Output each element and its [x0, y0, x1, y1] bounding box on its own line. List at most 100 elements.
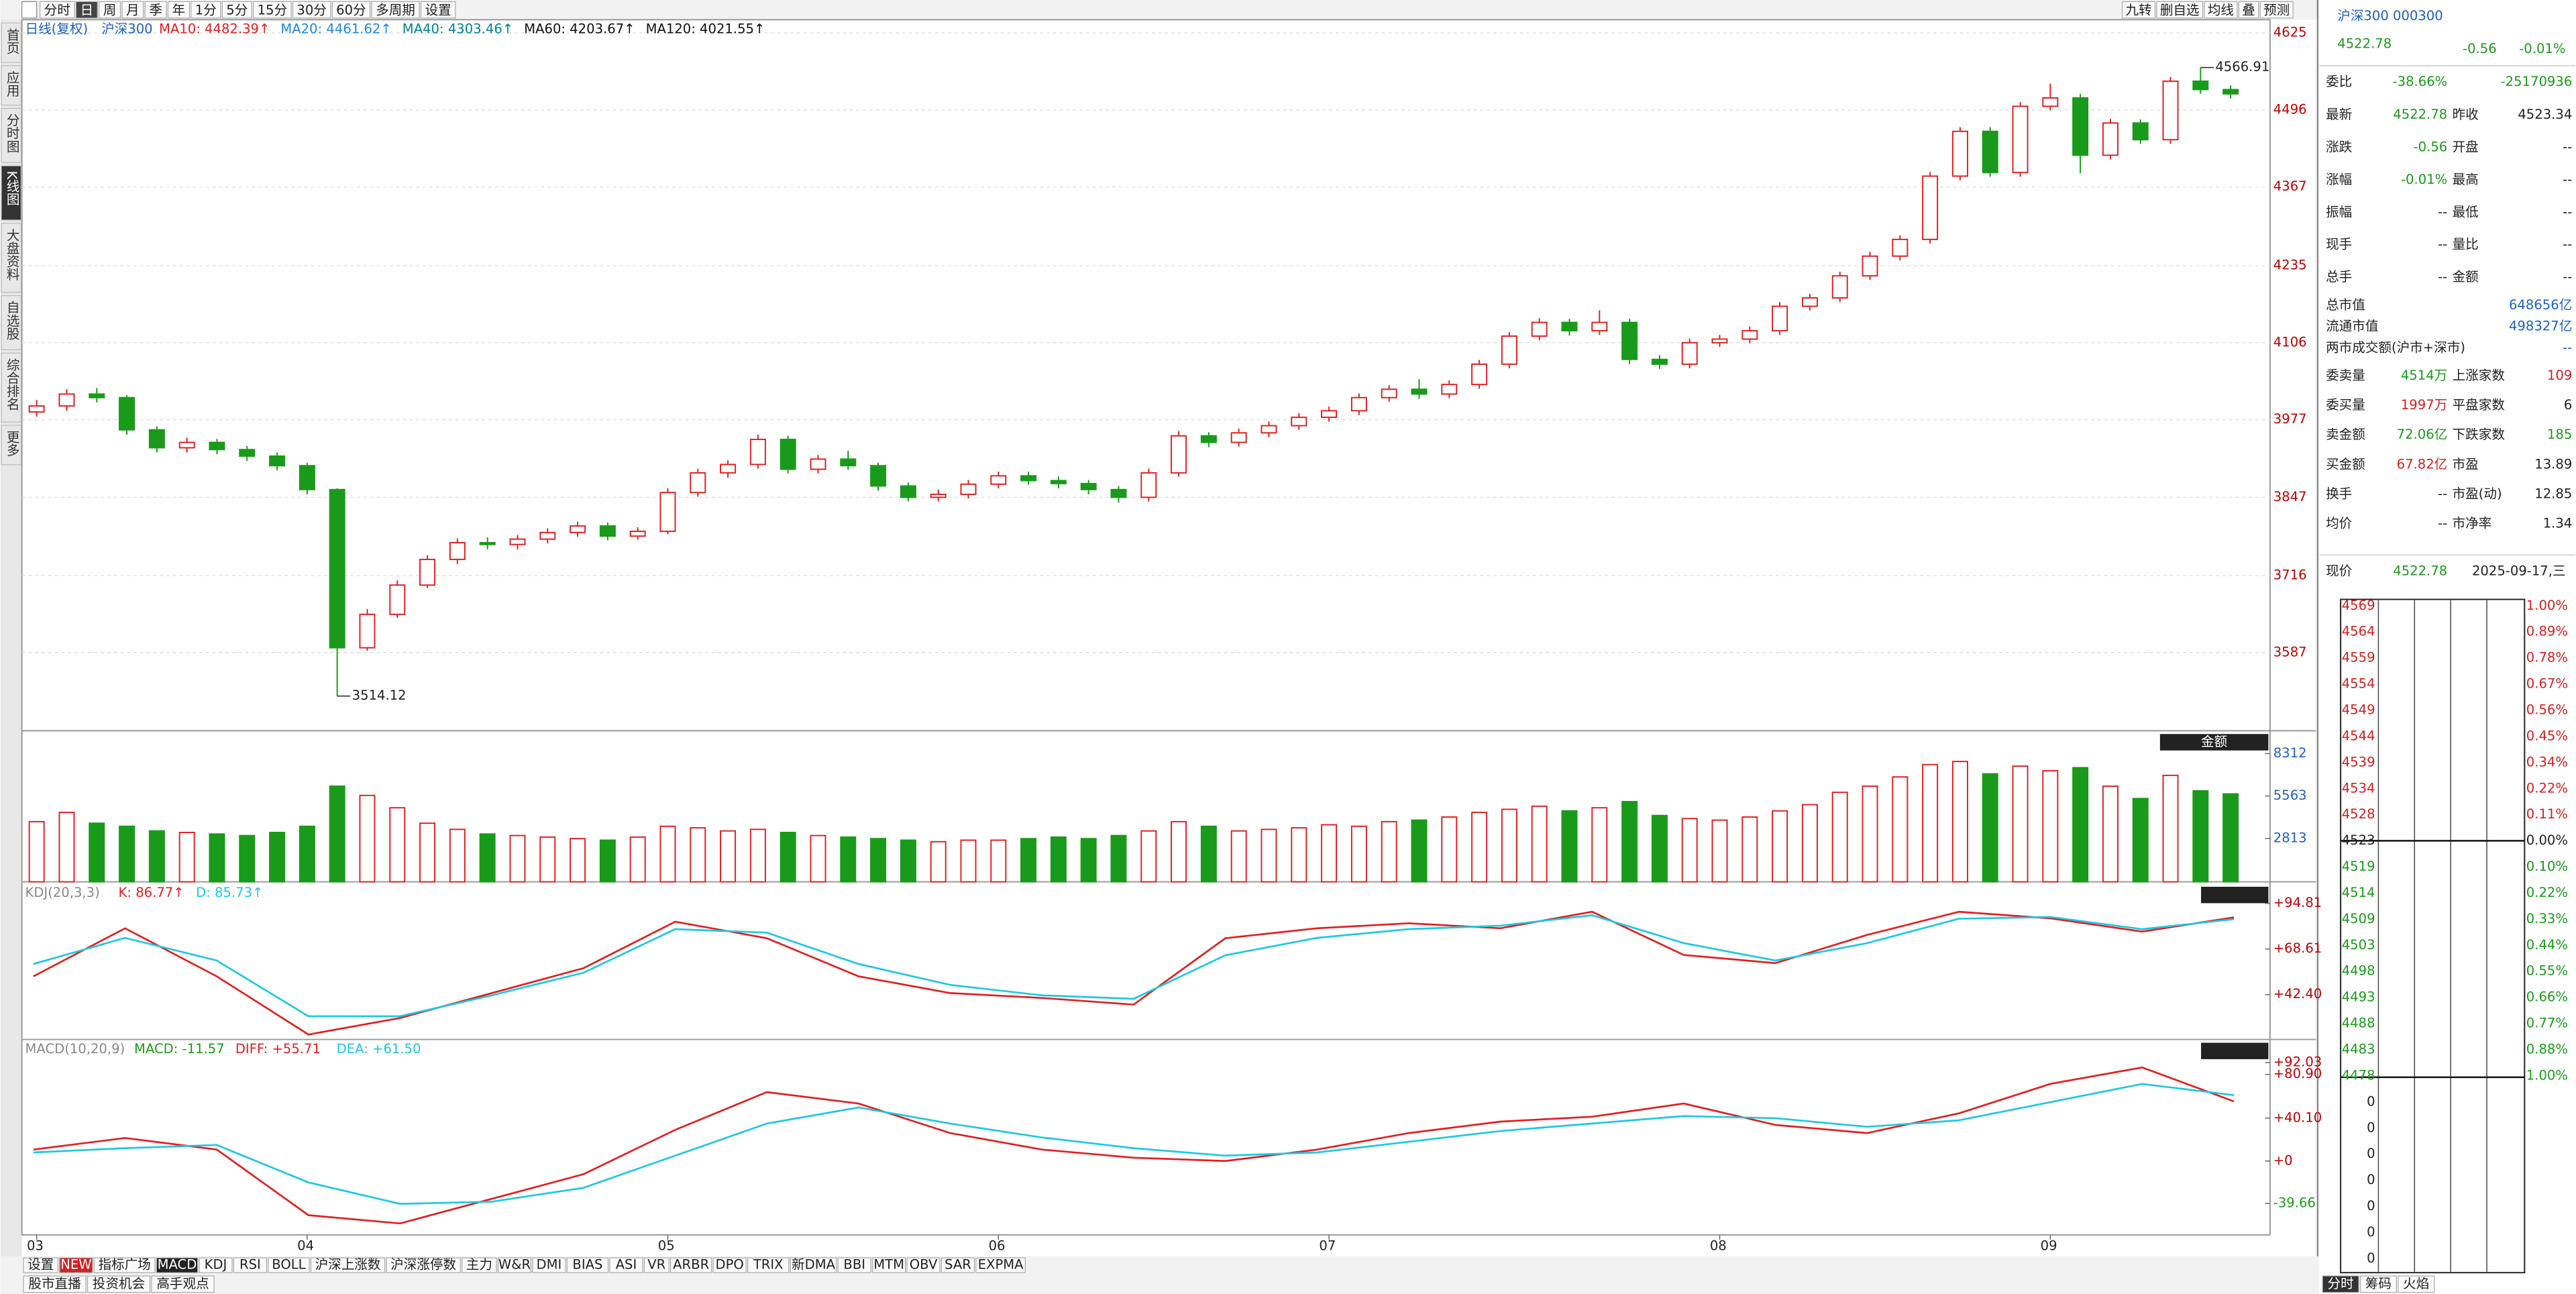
- toolbar-tab[interactable]: [2156, 1, 2204, 19]
- bottom-link[interactable]: [23, 1275, 87, 1293]
- indicator-tab[interactable]: [790, 1257, 837, 1273]
- indicator-tab[interactable]: [233, 1257, 267, 1273]
- indicator-tab[interactable]: [975, 1257, 1026, 1273]
- indicator-tab-label[interactable]: 沪深涨停数: [390, 1257, 456, 1273]
- toolbar-tab-label[interactable]: 日: [80, 2, 94, 17]
- toolbar-tab[interactable]: [167, 1, 190, 19]
- indicator-tab-label[interactable]: SAR: [945, 1257, 971, 1273]
- indicator-tab[interactable]: [462, 1257, 497, 1273]
- bottom-link-label[interactable]: 股市直播: [28, 1276, 81, 1291]
- indicator-tab[interactable]: [386, 1257, 461, 1273]
- toolbar-tab[interactable]: [2238, 1, 2259, 19]
- sidebar-tab-label[interactable]: 综合排名: [4, 358, 19, 411]
- indicator-tab-label[interactable]: NEW: [60, 1257, 91, 1273]
- sidebar-tab[interactable]: [1, 165, 22, 221]
- indicator-tab-label[interactable]: EXPMA: [978, 1257, 1024, 1273]
- toolbar-tab-label[interactable]: 周: [103, 2, 117, 17]
- toolbar-tab-label[interactable]: 九转: [2125, 2, 2151, 17]
- panel-tab[interactable]: [2398, 1275, 2435, 1293]
- indicator-tab-label[interactable]: DMI: [537, 1257, 562, 1273]
- toolbar-tab-label[interactable]: 5分: [226, 2, 248, 17]
- toolbar-tab[interactable]: [2121, 1, 2156, 19]
- indicator-tab[interactable]: [59, 1257, 93, 1273]
- toolbar-tab-label[interactable]: 15分: [258, 2, 288, 17]
- toolbar-tab[interactable]: [39, 1, 75, 19]
- sidebar-tab[interactable]: [1, 223, 22, 293]
- toolbar-tab-label[interactable]: 均线: [2208, 2, 2234, 17]
- indicator-tab-label[interactable]: 沪深上涨数: [315, 1257, 381, 1273]
- indicator-tab[interactable]: [669, 1257, 712, 1273]
- panel-tab[interactable]: [2322, 1275, 2359, 1293]
- toolbar-tab[interactable]: [292, 1, 331, 19]
- indicator-tab-label[interactable]: VR: [647, 1257, 665, 1273]
- panel-tab-label[interactable]: 火焰: [2403, 1276, 2429, 1291]
- indicator-tab-label[interactable]: 指标广场: [98, 1257, 150, 1273]
- toolbar-tab-label[interactable]: 设置: [425, 2, 451, 17]
- indicator-tab[interactable]: [532, 1257, 566, 1273]
- panel-tab[interactable]: [2359, 1275, 2397, 1293]
- indicator-tab-label[interactable]: 主力: [466, 1257, 492, 1273]
- toolbar-tab[interactable]: [121, 1, 144, 19]
- toolbar-tab-label[interactable]: 60分: [336, 2, 366, 17]
- toolbar-tab[interactable]: [75, 1, 98, 19]
- indicator-tab[interactable]: [747, 1257, 790, 1273]
- toolbar-tab-label[interactable]: 分时: [44, 2, 70, 17]
- toolbar-tab[interactable]: [2204, 1, 2238, 19]
- indicator-tab[interactable]: [566, 1257, 609, 1273]
- indicator-tab[interactable]: [268, 1257, 310, 1273]
- indicator-tab-label[interactable]: ASI: [616, 1257, 637, 1273]
- sidebar-tab[interactable]: [1, 65, 22, 106]
- panel-tab-label[interactable]: 筹码: [2365, 1276, 2392, 1291]
- toolbar-tab-label[interactable]: 季: [149, 2, 162, 17]
- indicator-tab[interactable]: [199, 1257, 233, 1273]
- indicator-tab[interactable]: [156, 1257, 199, 1273]
- indicator-tab[interactable]: [837, 1257, 871, 1273]
- toolbar-tab-label[interactable]: 叠: [2242, 2, 2255, 17]
- sidebar-tab-label[interactable]: K线图: [4, 171, 19, 206]
- sidebar-tab-label[interactable]: 首页: [4, 28, 19, 54]
- panel-tab-label[interactable]: 分时: [2328, 1276, 2354, 1291]
- toolbar-tab-label[interactable]: 1分: [195, 2, 217, 17]
- toolbar-tab-label[interactable]: 30分: [297, 2, 327, 17]
- indicator-tab-label[interactable]: 新DMA: [792, 1257, 836, 1273]
- toolbar-tab-label[interactable]: 月: [126, 2, 140, 17]
- indicator-tab-label[interactable]: MACD: [158, 1257, 197, 1273]
- bottom-link[interactable]: [151, 1275, 215, 1293]
- toolbar-tab[interactable]: [144, 1, 167, 19]
- indicator-tab[interactable]: [712, 1257, 747, 1273]
- indicator-tab-label[interactable]: OBV: [910, 1257, 938, 1273]
- sidebar-tab-label[interactable]: 大盘资料: [4, 228, 19, 280]
- toolbar-tab[interactable]: [371, 1, 420, 19]
- toolbar-tab[interactable]: [221, 1, 252, 19]
- toolbar-tab-label[interactable]: 删自选: [2160, 2, 2200, 17]
- indicator-tab[interactable]: [23, 1257, 59, 1273]
- indicator-tab[interactable]: [609, 1257, 643, 1273]
- bottom-link-label[interactable]: 投资机会: [93, 1276, 145, 1291]
- indicator-tab-label[interactable]: DPO: [716, 1257, 744, 1273]
- sidebar-tab[interactable]: [1, 352, 22, 423]
- indicator-tab[interactable]: [941, 1257, 975, 1273]
- bottom-link[interactable]: [87, 1275, 151, 1293]
- indicator-tab[interactable]: [906, 1257, 941, 1273]
- indicator-tab[interactable]: [497, 1257, 532, 1273]
- sidebar-tab[interactable]: [1, 425, 22, 466]
- indicator-tab-label[interactable]: ARBR: [673, 1257, 709, 1273]
- indicator-tab-label[interactable]: W&R: [498, 1257, 531, 1273]
- sidebar-tab-label[interactable]: 自选股: [4, 301, 19, 340]
- toolbar-tab[interactable]: [253, 1, 292, 19]
- sidebar-tab[interactable]: [1, 107, 22, 163]
- toolbar-tab-label[interactable]: 年: [172, 2, 186, 17]
- sidebar-tab-label[interactable]: 更多: [4, 430, 19, 456]
- toolbar-tab[interactable]: [191, 1, 221, 19]
- toolbar-tab-label[interactable]: 预测: [2263, 2, 2290, 17]
- indicator-tab[interactable]: [310, 1257, 386, 1273]
- indicator-tab-label[interactable]: BOLL: [272, 1257, 305, 1273]
- indicator-tab[interactable]: [93, 1257, 156, 1273]
- indicator-tab-label[interactable]: KDJ: [205, 1257, 227, 1273]
- indicator-tab-label[interactable]: MTM: [873, 1257, 904, 1273]
- sidebar-tab[interactable]: [1, 22, 22, 63]
- indicator-tab[interactable]: [643, 1257, 669, 1273]
- indicator-tab-label[interactable]: BIAS: [572, 1257, 602, 1273]
- indicator-tab-label[interactable]: RSI: [239, 1257, 261, 1273]
- toolbar-tab-label[interactable]: 多周期: [376, 2, 415, 17]
